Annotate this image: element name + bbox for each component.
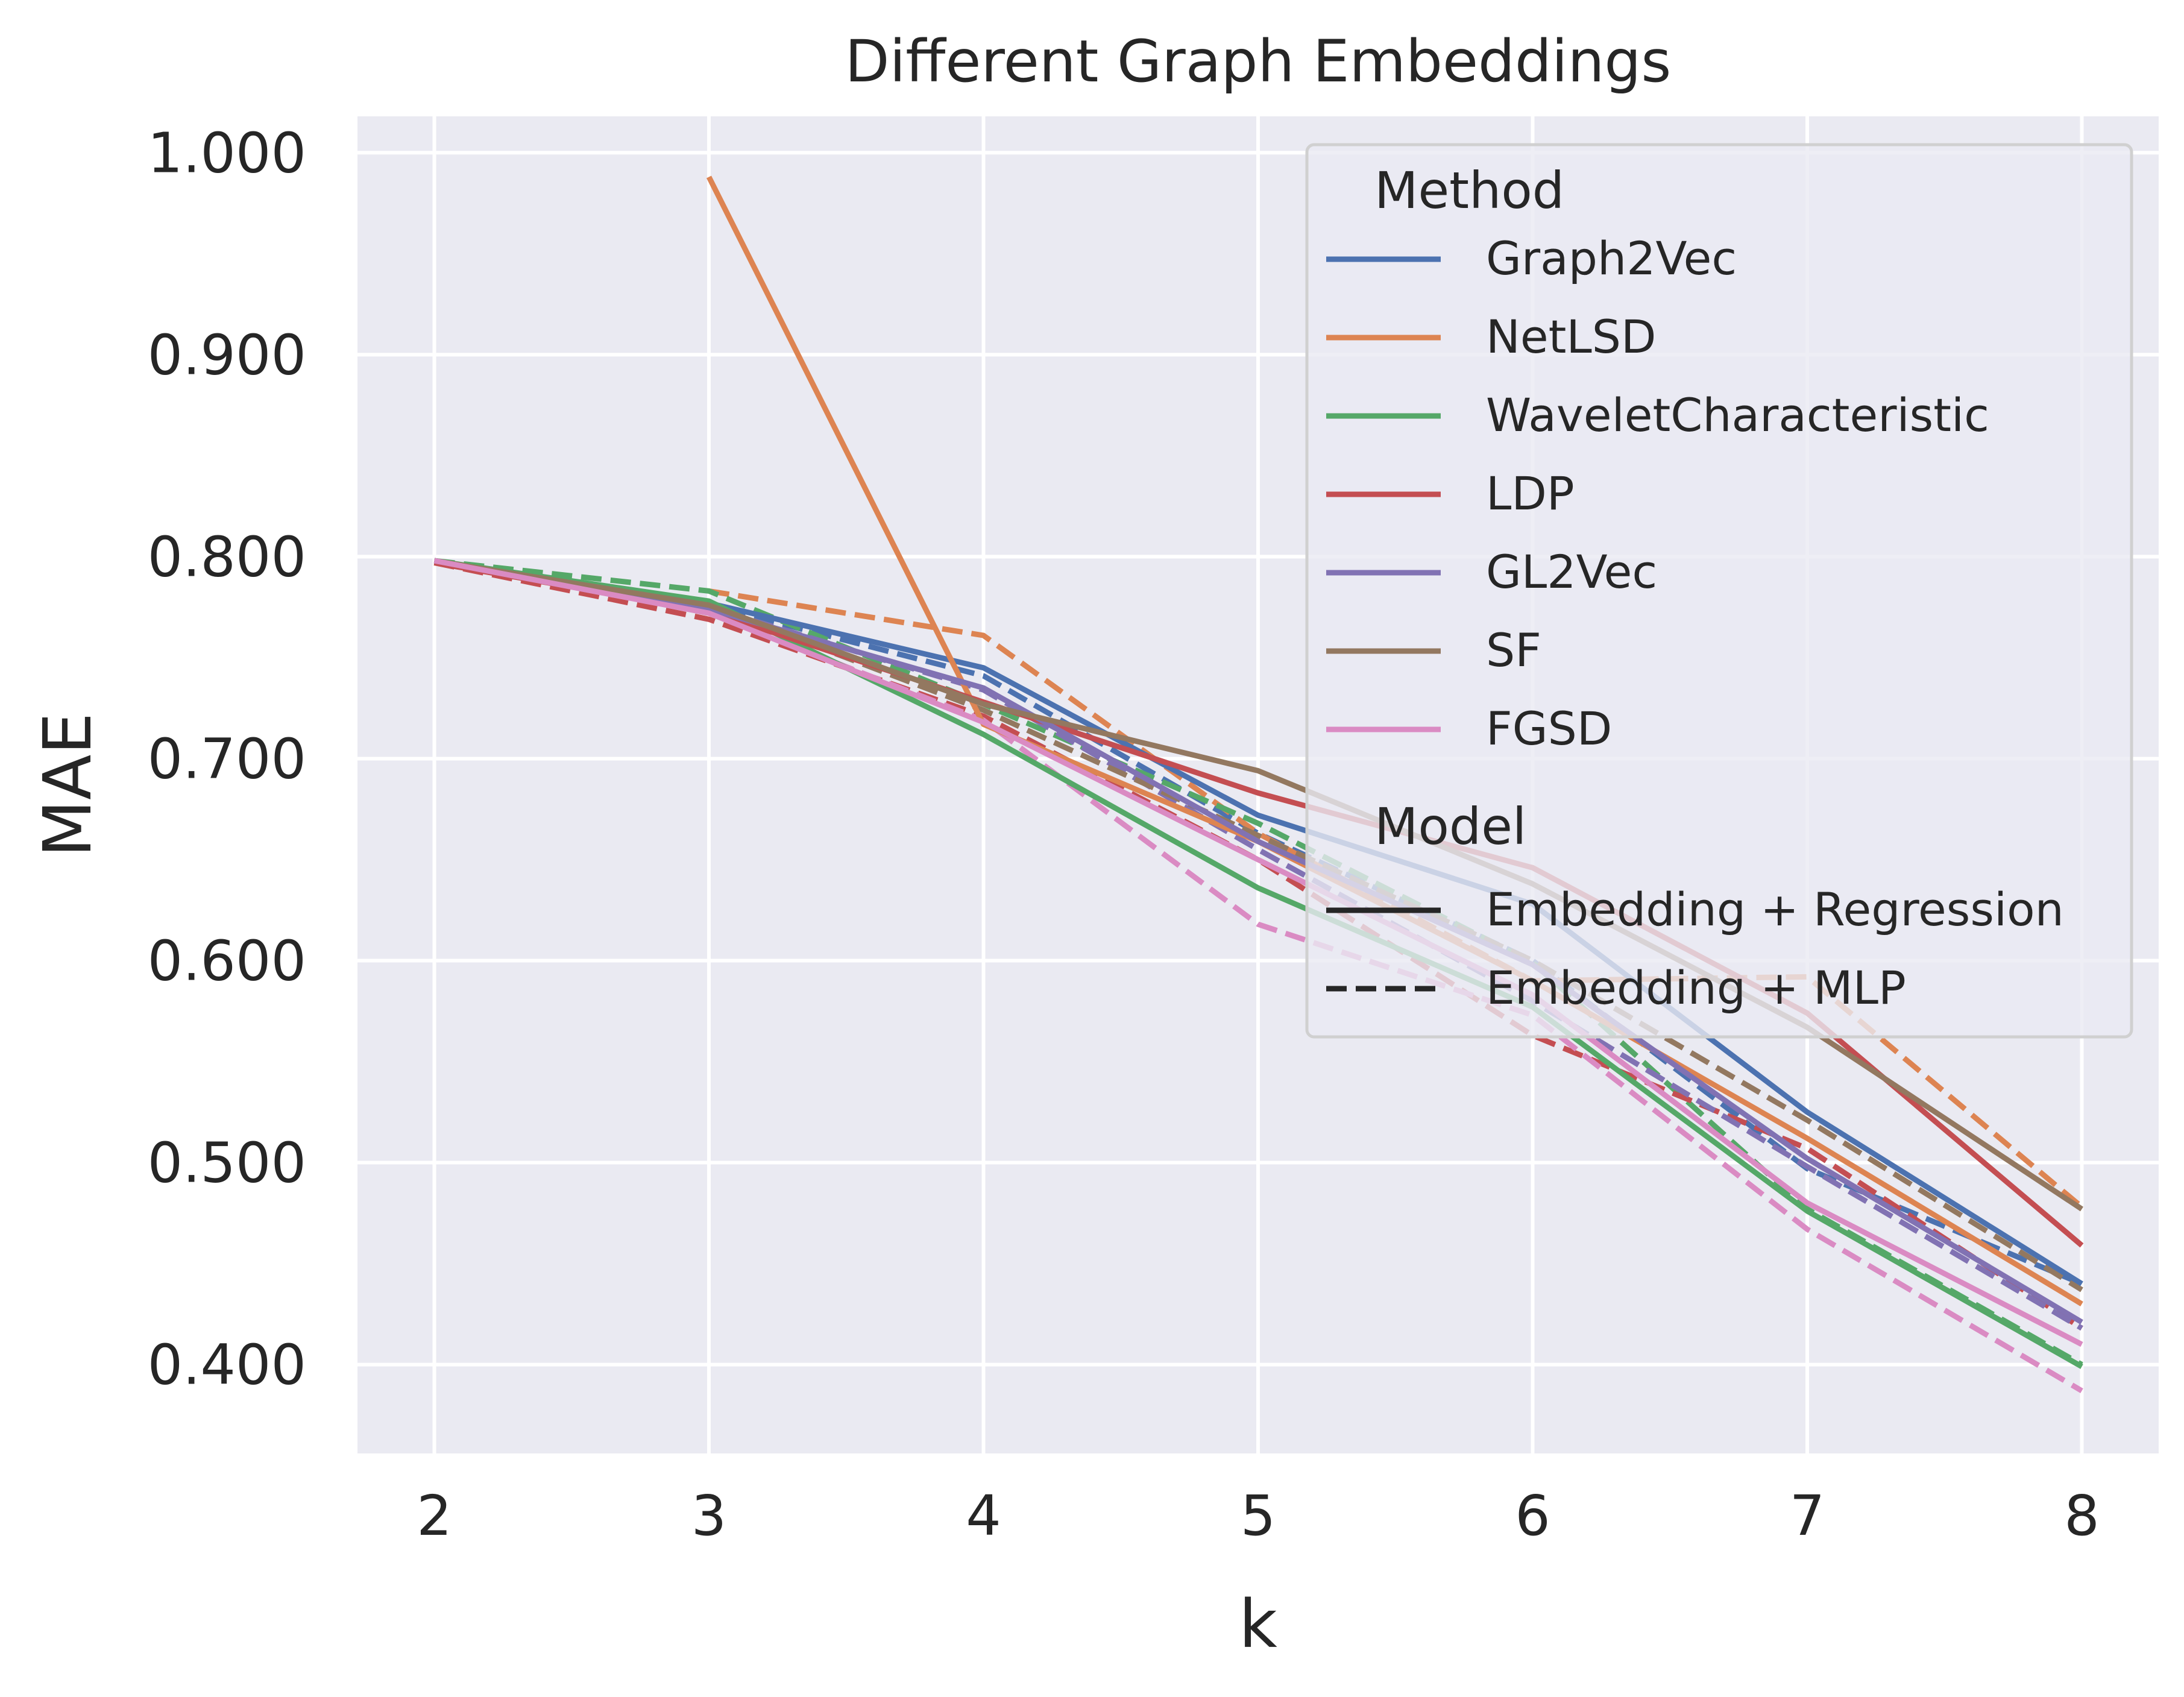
legend: Method Graph2Vec NetLSD WaveletCharacteris… (1305, 143, 2133, 1039)
legend-label-waveletcharacteristic: WaveletCharacteristic (1486, 388, 1989, 442)
y-tick-label: 0.600 (148, 928, 306, 993)
y-axis-label: MAE (29, 713, 106, 857)
y-tick-label: 0.800 (148, 524, 306, 589)
y-tick-label: 0.700 (148, 726, 306, 791)
legend-model-entries: Embedding + Regression Embedding + MLP (1326, 883, 2064, 1015)
legend-label-embedding-regression: Embedding + Regression (1486, 883, 2064, 936)
x-tick-label: 5 (1241, 1484, 1276, 1548)
legend-label-graph2vec: Graph2Vec (1486, 231, 1737, 285)
series-line-waveletcharacteristic-regression (433, 558, 2083, 1369)
legend-label-ldp: LDP (1486, 467, 1575, 520)
y-tick-label: 0.900 (148, 323, 306, 387)
x-tick-label: 2 (417, 1484, 452, 1548)
x-tick-label: 8 (2064, 1484, 2100, 1548)
y-tick-labels: 0.400 0.500 0.600 0.700 0.800 0.900 1.000 (148, 121, 306, 1397)
x-tick-label: 6 (1515, 1484, 1550, 1548)
x-axis-label: k (1239, 1585, 1277, 1663)
legend-label-netlsd: NetLSD (1486, 310, 1657, 364)
series-line-ldp-mlp (433, 560, 2083, 1331)
y-tick-label: 0.500 (148, 1131, 306, 1195)
y-tick-label: 0.400 (148, 1333, 306, 1397)
legend-label-fgsd: FGSD (1486, 702, 1612, 755)
legend-model-title: Model (1374, 797, 1526, 856)
chart-title: Different Graph Embeddings (845, 28, 1672, 95)
legend-method-title: Method (1374, 161, 1564, 220)
series-lines (433, 175, 2084, 1393)
x-tick-label: 4 (966, 1484, 1001, 1548)
y-tick-label: 1.000 (148, 121, 306, 185)
x-tick-label: 3 (691, 1484, 727, 1548)
legend-box (1305, 143, 2133, 1039)
legend-label-gl2vec: GL2Vec (1486, 545, 1657, 599)
legend-method-entries: Graph2Vec NetLSD WaveletCharacteristic LDP G… (1326, 231, 1989, 755)
series-line-fgsd-regression (433, 558, 2083, 1347)
legend-label-embedding-mlp: Embedding + MLP (1486, 961, 1906, 1015)
x-tick-label: 7 (1790, 1484, 1825, 1548)
x-tick-labels: 2 3 4 5 6 7 8 (417, 1484, 2099, 1548)
series-line-gl2vec-regression (433, 558, 2083, 1325)
legend-label-sf: SF (1486, 623, 1541, 677)
